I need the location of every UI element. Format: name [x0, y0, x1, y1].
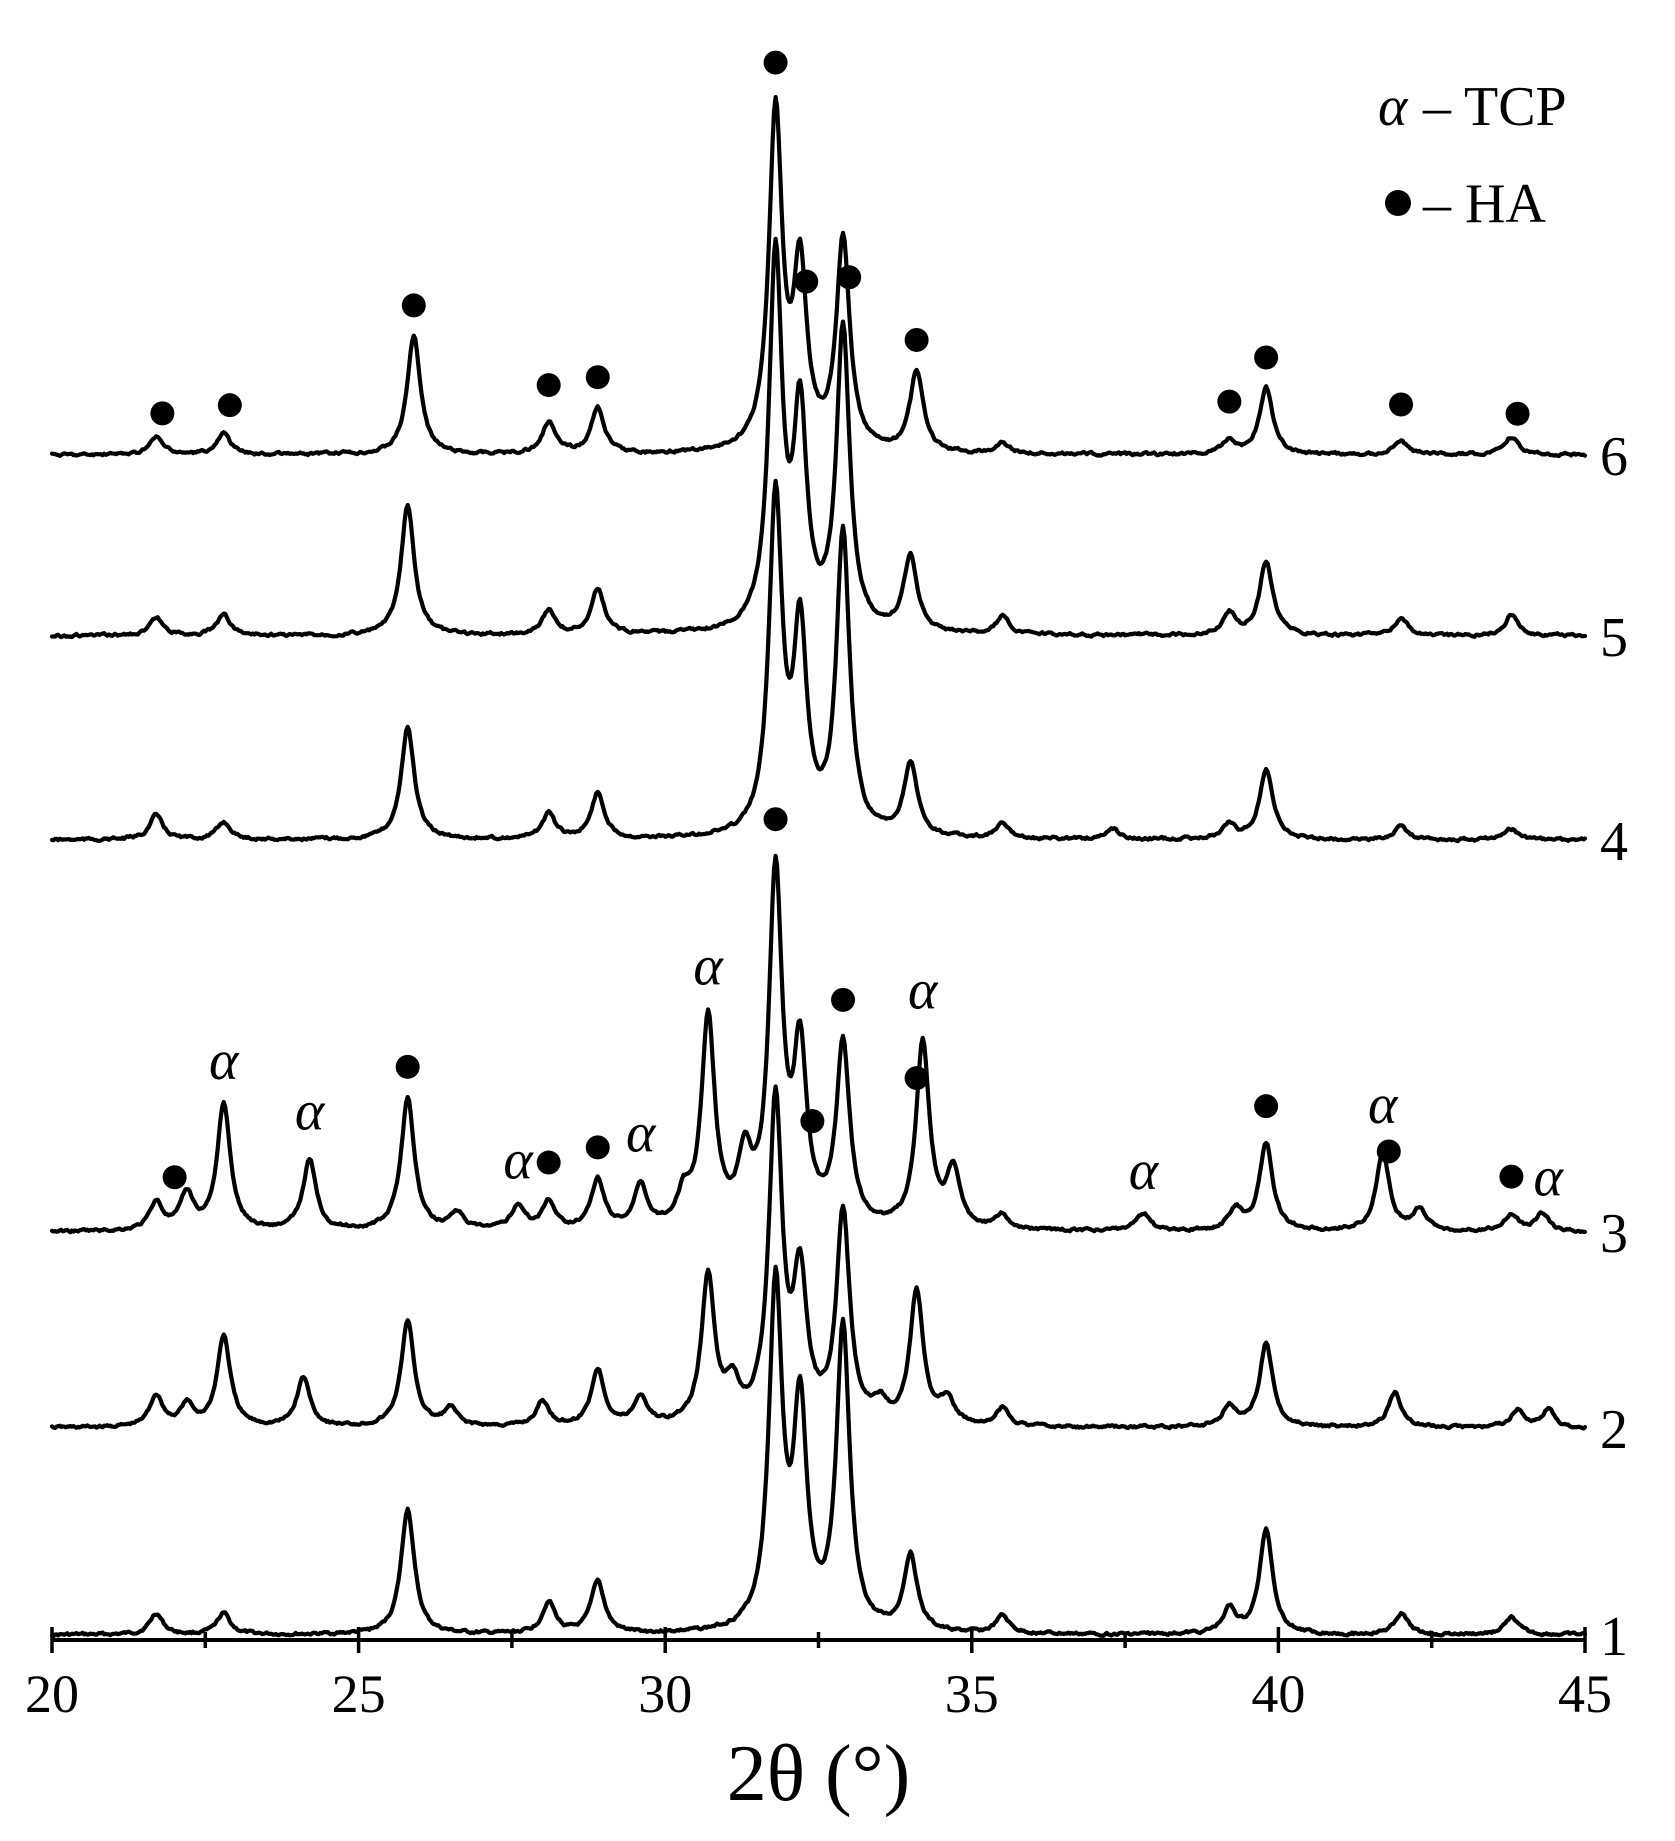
ha-marker-dot: [904, 1066, 929, 1091]
legend-symbol-tcp: α: [1378, 76, 1409, 138]
legend-label-ha: – HA: [1422, 173, 1546, 235]
ha-marker-dot: [1254, 1094, 1279, 1119]
ha-marker-dot: [1376, 1139, 1401, 1164]
trace-label-3: 3: [1600, 1203, 1628, 1265]
ha-marker-dot: [800, 1109, 825, 1134]
tcp-marker-alpha: α: [295, 1080, 326, 1142]
ha-marker-dot: [217, 393, 242, 418]
trace-label-1: 1: [1600, 1606, 1628, 1668]
x-axis-label: 2θ (°): [727, 1730, 911, 1818]
tcp-marker-alpha: α: [1368, 1074, 1399, 1136]
tcp-marker-alpha: α: [209, 1030, 240, 1092]
trace-label-2: 2: [1600, 1399, 1628, 1461]
tcp-marker-alpha: α: [693, 935, 724, 997]
x-tick-label-45: 45: [1558, 1664, 1612, 1724]
ha-marker-dot: [536, 1150, 561, 1175]
trace-label-5: 5: [1600, 607, 1628, 669]
ha-marker-dot: [1505, 401, 1530, 426]
x-tick-label-25: 25: [332, 1664, 386, 1724]
ha-marker-dot: [1499, 1164, 1524, 1189]
legend-symbol-ha: [1385, 190, 1411, 216]
x-tick-label-40: 40: [1251, 1664, 1305, 1724]
ha-marker-dot: [831, 987, 856, 1012]
trace-line-5: [49, 236, 1588, 640]
tcp-marker-alpha: α: [626, 1102, 657, 1164]
ha-marker-dot: [1389, 392, 1414, 417]
ha-marker-dot: [401, 293, 426, 318]
x-tick-label-30: 30: [638, 1664, 692, 1724]
ha-marker-dot: [395, 1054, 420, 1079]
x-tick-label-20: 20: [25, 1664, 79, 1724]
trace-line-1: [49, 1264, 1588, 1639]
ha-marker-dot: [162, 1165, 187, 1190]
tcp-marker-alpha: α: [908, 960, 939, 1022]
ha-marker-dot: [585, 365, 610, 390]
tcp-marker-alpha: α: [1129, 1140, 1160, 1202]
ha-marker-dot: [794, 269, 819, 294]
x-tick-label-35: 35: [945, 1664, 999, 1724]
ha-marker-dot: [1217, 389, 1242, 414]
ha-marker-dot: [150, 401, 175, 426]
ha-marker-dot: [763, 807, 788, 832]
trace-line-4: [49, 478, 1588, 844]
trace-line-2: [49, 1084, 1588, 1431]
ha-marker-dot: [536, 373, 561, 398]
ha-marker-dot: [1254, 345, 1279, 370]
tcp-marker-alpha: α: [503, 1130, 534, 1192]
tcp-marker-alpha: α: [1534, 1147, 1565, 1209]
legend-label-tcp: – TCP: [1422, 76, 1567, 138]
trace-label-6: 6: [1600, 426, 1628, 488]
ha-marker-dot: [904, 327, 929, 352]
trace-label-4: 4: [1600, 811, 1628, 873]
trace-line-6: [49, 95, 1588, 459]
trace-line-3: [49, 853, 1588, 1235]
ha-marker-dot: [837, 265, 862, 290]
ha-marker-dot: [585, 1135, 610, 1160]
ha-marker-dot: [763, 50, 788, 75]
